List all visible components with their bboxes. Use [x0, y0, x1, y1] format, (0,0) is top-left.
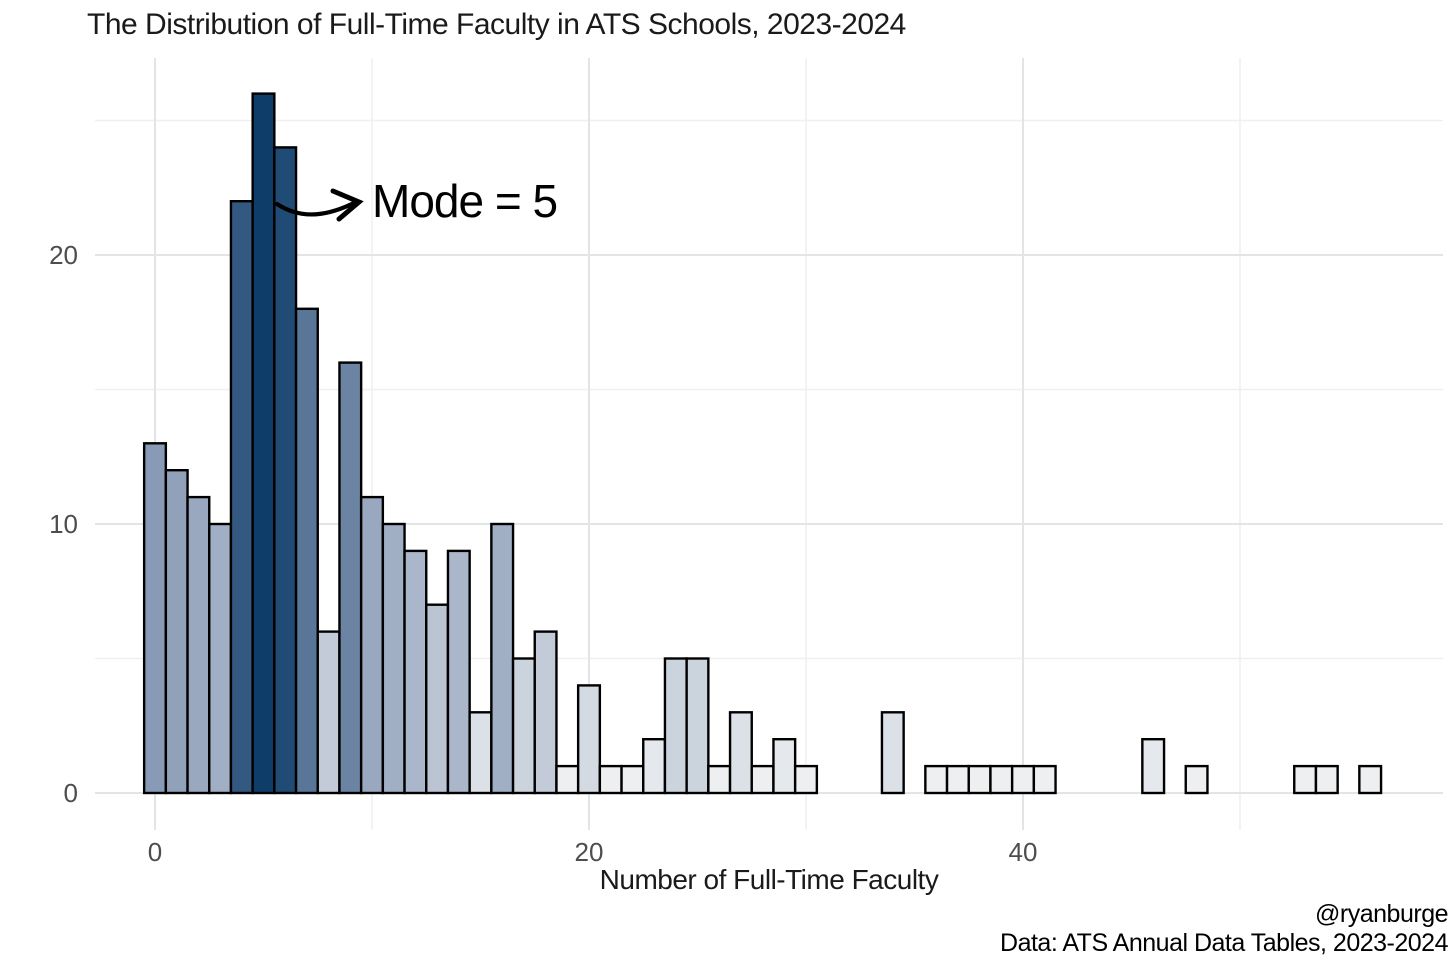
- histogram-bar: [186, 495, 211, 795]
- y-tick-label: 10: [49, 509, 78, 539]
- histogram-bar: [945, 764, 970, 795]
- credit-handle: @ryanburge: [1315, 900, 1448, 928]
- histogram-bar: [642, 738, 667, 795]
- histogram-bar: [989, 764, 1014, 795]
- x-axis-title: Number of Full-Time Faculty: [599, 864, 939, 895]
- mode-arrow-head: [330, 188, 364, 222]
- mode-arrow-shaft: [274, 199, 359, 217]
- histogram-bar: [685, 657, 710, 795]
- chart-title: The Distribution of Full-Time Faculty in…: [87, 8, 906, 41]
- histogram-bar: [555, 764, 580, 795]
- histogram-bar: [880, 711, 905, 795]
- mode-annotation-label: Mode = 5: [372, 175, 558, 227]
- histogram-bar: [381, 522, 406, 795]
- histogram-bar: [793, 764, 819, 795]
- histogram-bar: [598, 764, 623, 795]
- histogram-bar: [1358, 764, 1383, 795]
- histogram-bar: [316, 630, 341, 795]
- histogram-bar: [446, 549, 471, 795]
- histogram-bar: [425, 603, 450, 795]
- histogram-bar: [1032, 764, 1057, 795]
- histogram-bar: [576, 684, 602, 795]
- histogram-bar: [533, 630, 558, 795]
- histogram-bar: [728, 711, 753, 795]
- histogram-bar: [707, 764, 732, 795]
- histogram-bar: [1141, 738, 1166, 795]
- histogram-bar: [142, 442, 168, 795]
- x-tick-label: 20: [575, 837, 604, 867]
- y-tick-label: 0: [64, 778, 78, 808]
- histogram-bar: [1314, 764, 1339, 795]
- histogram-bar: [164, 469, 189, 795]
- histogram-bar: [511, 657, 536, 795]
- x-tick-label: 40: [1009, 837, 1038, 867]
- histogram-bar: [1184, 764, 1209, 795]
- histogram-bar: [229, 199, 254, 795]
- histogram-bar: [967, 764, 992, 795]
- histogram-bar: [750, 764, 775, 795]
- histogram-bar: [620, 764, 645, 795]
- histogram-bar: [1010, 764, 1036, 795]
- credit-source: Data: ATS Annual Data Tables, 2023-2024: [1000, 929, 1448, 957]
- x-tick-label: 0: [148, 837, 162, 867]
- histogram-bar: [772, 738, 797, 795]
- histogram-bar: [294, 307, 319, 795]
- histogram-bar: [273, 146, 298, 795]
- histogram-bar: [663, 657, 688, 795]
- histogram-bar: [468, 711, 493, 795]
- histogram-bar: [403, 549, 428, 795]
- histogram-bar: [338, 361, 363, 795]
- histogram-bar: [208, 522, 233, 795]
- histogram-bar: [490, 522, 515, 795]
- y-tick-label: 20: [49, 240, 78, 270]
- histogram-bar: [359, 495, 385, 795]
- histogram-bar: [251, 92, 276, 795]
- histogram-bar: [924, 764, 949, 795]
- histogram-bar: [1293, 764, 1318, 795]
